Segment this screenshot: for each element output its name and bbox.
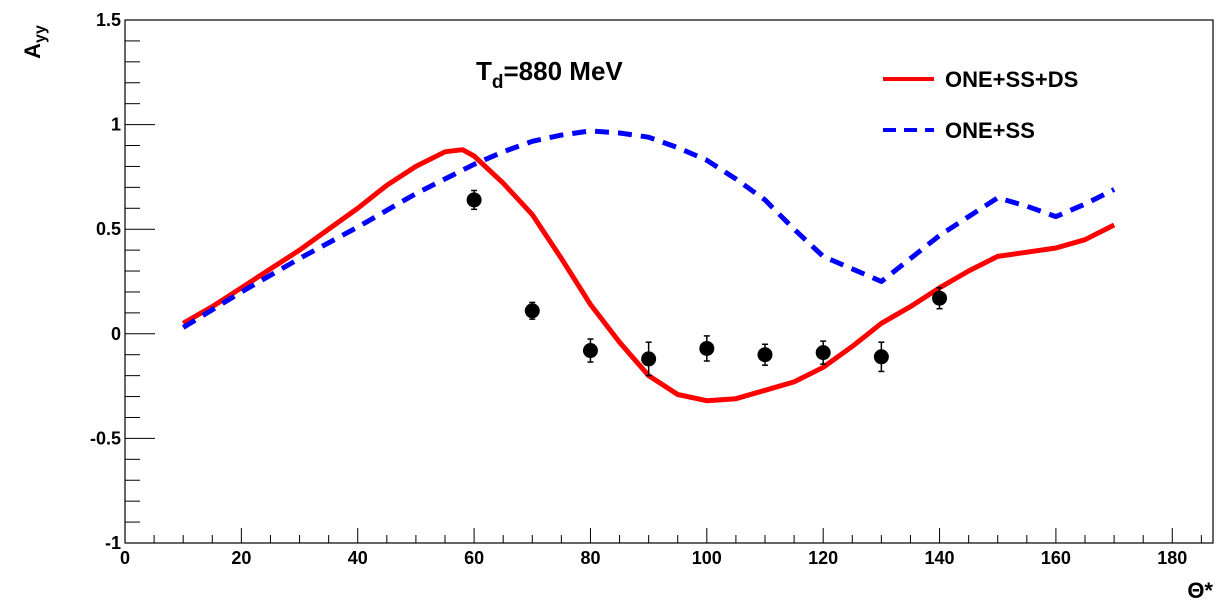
x-axis-title: Θ* xyxy=(1187,578,1213,603)
y-axis-title: Ayy xyxy=(20,25,49,59)
series-line-one-ss-ds xyxy=(181,147,1116,404)
legend: ONE+SS+DS ONE+SS xyxy=(883,67,1078,143)
y-tick-labels: -1 -0.5 0 0.5 1 1.5 xyxy=(90,10,121,553)
data-point xyxy=(699,340,715,356)
axis-ticks xyxy=(124,19,1202,544)
plot-frame xyxy=(124,19,1214,544)
x-tick-label: 20 xyxy=(231,548,251,568)
legend-label-one-ss: ONE+SS xyxy=(945,118,1035,143)
y-tick-label: -0.5 xyxy=(90,428,121,448)
y-tick-label: 1.5 xyxy=(96,10,121,30)
y-tick-label: -1 xyxy=(105,533,121,553)
series-layer xyxy=(181,128,1116,404)
x-tick-label: 0 xyxy=(120,548,130,568)
data-point xyxy=(757,347,773,363)
energy-annotation: Td=880 MeV xyxy=(476,56,623,93)
data-point xyxy=(815,345,831,361)
series-line-one-ss xyxy=(181,128,1116,330)
data-point xyxy=(873,349,889,365)
data-point xyxy=(932,290,948,306)
x-tick-label: 160 xyxy=(1041,548,1071,568)
x-tick-label: 80 xyxy=(580,548,600,568)
data-point xyxy=(641,351,657,367)
data-point xyxy=(582,343,598,359)
x-tick-label: 180 xyxy=(1157,548,1187,568)
y-tick-label: 1 xyxy=(111,115,121,135)
y-tick-label: 0 xyxy=(111,324,121,344)
data-point xyxy=(524,303,540,319)
data-point xyxy=(466,192,482,208)
x-tick-labels: 0 20 40 60 80 100 120 140 160 180 xyxy=(120,548,1187,568)
x-tick-label: 40 xyxy=(348,548,368,568)
data-points-layer xyxy=(466,189,948,377)
x-tick-label: 140 xyxy=(925,548,955,568)
x-tick-label: 120 xyxy=(808,548,838,568)
x-tick-label: 60 xyxy=(464,548,484,568)
legend-label-one-ss-ds: ONE+SS+DS xyxy=(945,67,1078,92)
y-tick-label: 0.5 xyxy=(96,219,121,239)
x-tick-label: 100 xyxy=(692,548,722,568)
